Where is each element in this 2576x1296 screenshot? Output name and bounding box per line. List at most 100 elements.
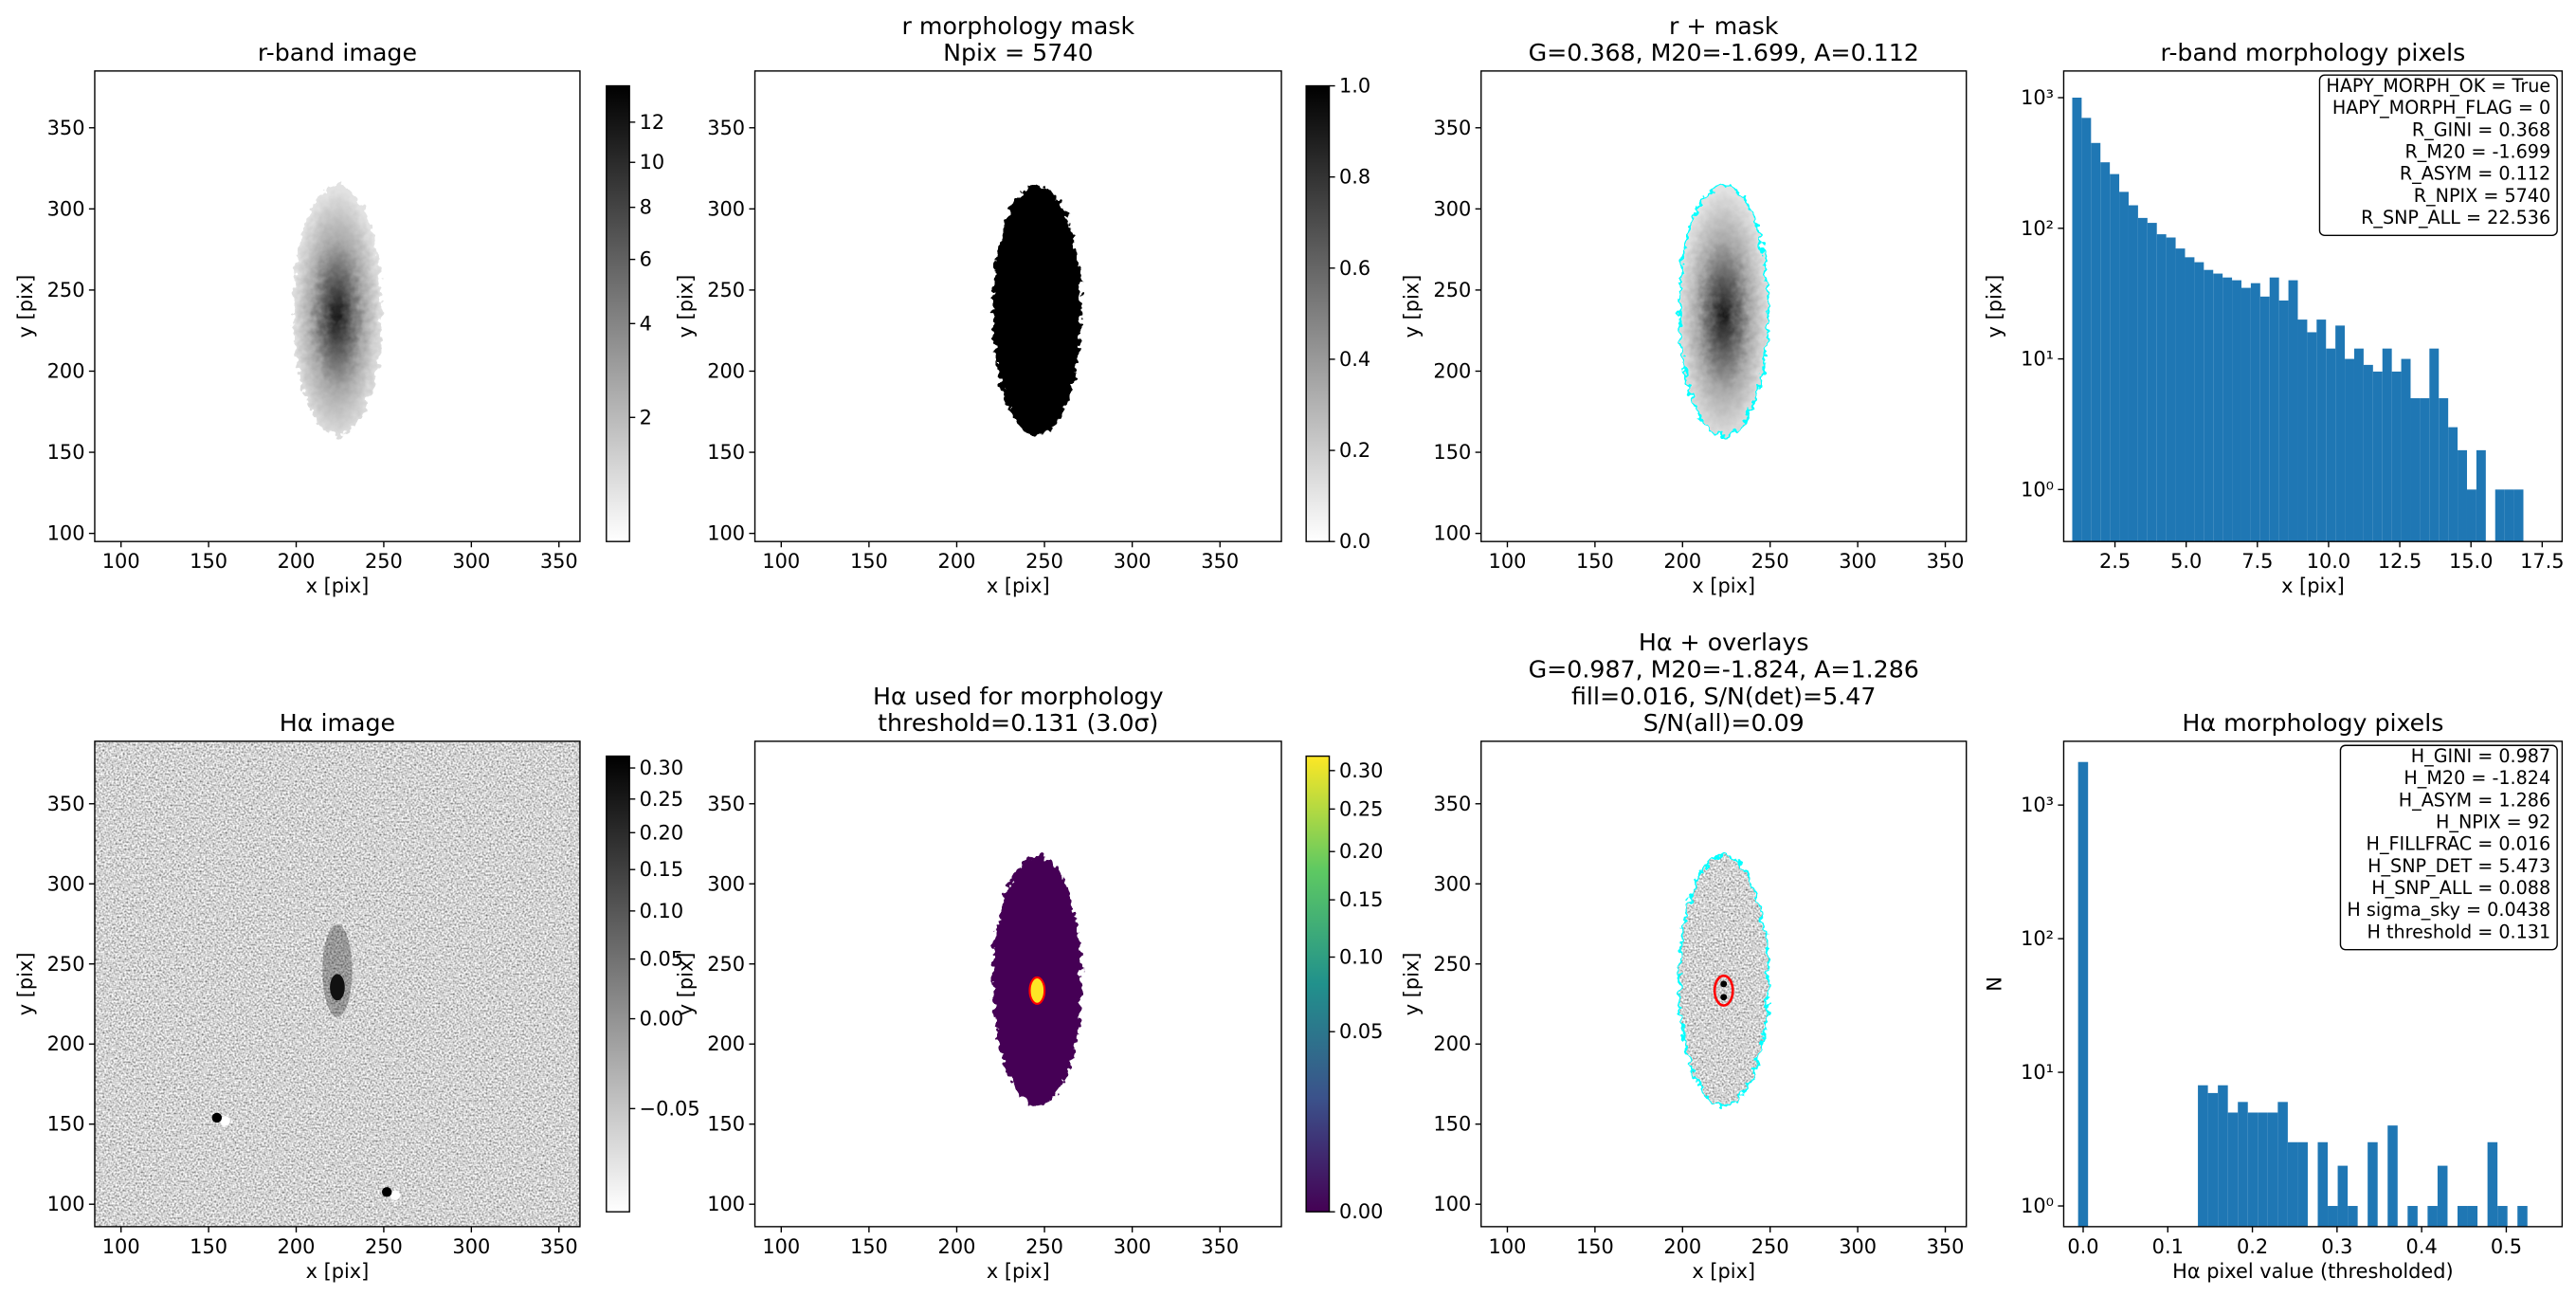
y-tick-label: 100 [1433,522,1471,545]
colorbar-tick-label: 0.05 [640,948,683,971]
bar [2204,269,2214,542]
x-tick-label: 350 [540,1235,578,1258]
y-tick-label: 350 [707,117,745,139]
axes-frame [2062,740,2564,1228]
bar [2213,273,2223,542]
chart-title: threshold=0.131 (3.0σ) [878,709,1158,737]
bar [2326,348,2336,542]
plot-area [2077,761,2528,1227]
bar [2297,319,2308,542]
bar [2232,280,2241,542]
galaxy [292,185,382,436]
chart-title: Npix = 5740 [943,39,1093,66]
bar [2363,364,2373,542]
bar [2128,205,2138,542]
axes-frame [94,740,581,1228]
bar [2267,1112,2278,1227]
bar [2466,489,2476,542]
bar [2166,237,2176,542]
x-axis-label: x [pix] [2281,575,2345,597]
y-tick-label: 300 [1433,197,1471,220]
colorbar-tick-label: 0.25 [1339,797,1383,820]
x-tick-label: 10.0 [2307,550,2350,573]
x-tick-label: 300 [1114,550,1152,573]
colorbar-tick-label: 0.10 [1339,946,1383,969]
colorbar-tick-label: 6 [640,248,652,271]
bar [2487,1141,2498,1227]
colorbar-tick-label: 12 [640,111,665,134]
x-tick-label: 250 [1025,550,1063,573]
y-tick-label: 200 [47,1032,85,1055]
x-tick-label: 150 [850,1235,888,1258]
y-tick-label: 300 [1433,872,1471,895]
bar [2458,449,2467,542]
annotation: H_M20 = -1.824 [2404,767,2550,789]
annotation: R_M20 = -1.699 [2405,141,2551,163]
bar [2297,1141,2308,1227]
bar [2494,489,2505,542]
y-tick-label: 350 [47,117,85,139]
y-tick-label: 10⁰ [2021,1195,2054,1217]
x-tick-label: 0.5 [2491,1235,2522,1258]
bar [2348,1206,2358,1227]
x-tick-label: 350 [1201,1235,1239,1258]
plot-area [2072,98,2524,542]
y-tick-label: 350 [707,793,745,815]
y-tick-label: 150 [707,1113,745,1136]
bar [2420,398,2430,542]
chart-title: Hα used for morphology [873,683,1164,710]
bar [2194,262,2204,542]
bar [2077,761,2089,1227]
y-tick-label: 150 [47,1113,85,1136]
bar [2513,489,2524,542]
bar [2476,449,2486,542]
galaxy [1678,854,1769,1107]
colorbar-tick-label: 0.20 [1339,840,1383,863]
x-axis-label: x [pix] [306,1260,370,1283]
x-tick-label: 5.0 [2170,550,2202,573]
x-tick-label: 300 [1839,1235,1877,1258]
x-tick-label: 200 [1663,1235,1701,1258]
bar [2429,348,2440,542]
chart-title: r + mask [1669,12,1779,40]
annotation-box [2318,74,2558,237]
y-tick-label: 200 [707,359,745,382]
x-tick-label: 250 [1751,550,1789,573]
bar [2277,1102,2288,1227]
chart-title: fill=0.016, S/N(det)=5.47 [1571,683,1876,710]
colorbar [606,755,630,1213]
x-tick-label: 300 [452,550,490,573]
x-tick-label: 150 [850,550,888,573]
y-tick-label: 10¹ [2021,1061,2054,1084]
x-tick-label: 300 [452,1235,490,1258]
y-tick-label: 300 [47,872,85,895]
bar [2218,1085,2228,1227]
chart-title: r morphology mask [901,12,1134,40]
bar [2439,398,2449,542]
bar [2091,142,2101,542]
bar [2288,280,2298,542]
x-tick-label: 350 [540,550,578,573]
x-tick-label: 0.0 [2067,1235,2098,1258]
bar [2316,319,2327,542]
plot-area [1658,831,1790,1130]
y-tick-label: 250 [1433,279,1471,301]
y-tick-label: 10³ [2021,86,2054,109]
x-axis-label: x [pix] [987,1260,1050,1283]
y-axis-label: y [pix] [1401,275,1424,338]
y-tick-label: 350 [1433,117,1471,139]
bar [2227,1112,2239,1227]
y-tick-label: 100 [707,1193,745,1215]
y-tick-label: 150 [707,441,745,464]
bar [2100,162,2111,542]
y-tick-label: 300 [707,197,745,220]
annotation: R_NPIX = 5740 [2414,185,2550,207]
bar [2517,1206,2528,1227]
x-tick-label: 250 [365,1235,403,1258]
annotation: R_GINI = 0.368 [2412,119,2550,140]
y-tick-label: 250 [47,953,85,976]
x-tick-label: 200 [938,550,976,573]
bar [2504,489,2514,542]
axes-frame [753,740,1282,1228]
